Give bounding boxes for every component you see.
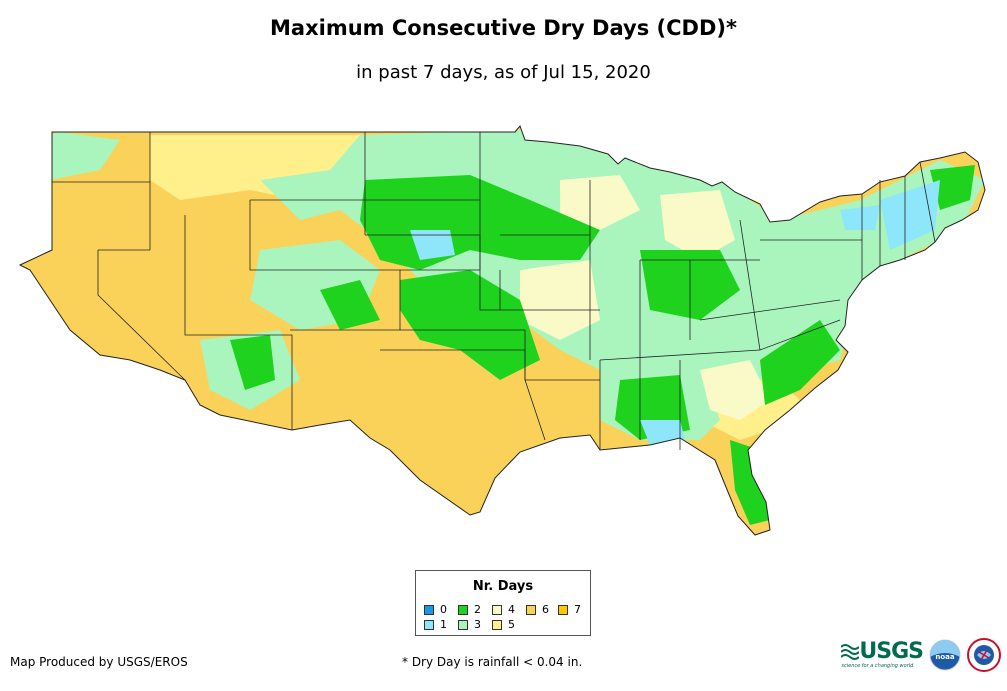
legend-item-3: 3 (458, 618, 481, 631)
region-2-days-northcarolina (760, 320, 840, 405)
map-subtitle: in past 7 days, as of Jul 15, 2020 (356, 62, 651, 83)
legend-label-5: 5 (508, 618, 515, 631)
state-borders (52, 132, 936, 450)
legend-item-7: 7 (558, 603, 581, 616)
region-2-days-maine (930, 165, 975, 210)
region-1-day-newyork (840, 205, 880, 230)
legend-label-1: 1 (440, 618, 447, 631)
region-4-days-missouri (520, 260, 600, 340)
noaa-wordmark: noaa (935, 653, 955, 661)
region-2-days-kansas (400, 270, 540, 380)
us-outline (18, 125, 986, 536)
legend-title: Nr. Days (472, 579, 534, 594)
legend-label-2: 2 (474, 603, 481, 616)
legend-item-2: 2 (458, 603, 481, 616)
legend-swatch-5 (492, 619, 502, 630)
legend-label-4: 4 (508, 603, 515, 616)
legend-swatch-2 (458, 604, 468, 615)
legend-label-7: 7 (574, 603, 581, 616)
nws-logo (967, 638, 1001, 672)
legend-swatch-1 (424, 619, 434, 630)
legend: Nr. Days 0 1 2 3 4 5 6 7 (415, 570, 591, 636)
usgs-wordmark: USGS (859, 639, 924, 664)
region-1-day-nebraska (410, 230, 455, 260)
legend-item-1: 1 (424, 618, 447, 631)
region-4-days-carolinas (700, 360, 770, 420)
usgs-logo: USGS science for a changing world (841, 639, 924, 669)
legend-label-6: 6 (542, 603, 549, 616)
region-1-day-gulfcoast (640, 420, 685, 445)
region-1-day-newengland (880, 180, 940, 250)
us-map (0, 120, 1007, 560)
dry-day-footnote: * Dry Day is rainfall < 0.04 in. (402, 655, 583, 669)
map-title: Maximum Consecutive Dry Days (CDD)* (270, 16, 737, 40)
region-2-days-colorado (320, 280, 380, 330)
region-4-days-wisconsin (560, 175, 640, 230)
usgs-tagline: science for a changing world (841, 663, 914, 669)
usgs-wave-icon (841, 644, 860, 660)
legend-label-3: 3 (474, 618, 481, 631)
legend-swatch-4 (492, 604, 502, 615)
legend-swatch-6 (526, 604, 536, 615)
legend-label-0: 0 (440, 603, 447, 616)
region-4-days-michigan (660, 190, 735, 260)
legend-item-0: 0 (424, 603, 447, 616)
legend-swatch-3 (458, 619, 468, 630)
us-map-svg (18, 125, 986, 536)
producer-credit: Map Produced by USGS/EROS (10, 655, 188, 669)
logo-strip: USGS science for a changing world noaa (841, 638, 1001, 672)
legend-item-6: 6 (526, 603, 549, 616)
legend-item-5: 5 (492, 618, 515, 631)
region-2-days-arizona (230, 335, 275, 390)
noaa-logo: noaa (929, 639, 961, 671)
legend-item-4: 4 (492, 603, 515, 616)
legend-swatch-7 (558, 604, 568, 615)
legend-swatch-0 (424, 604, 434, 615)
